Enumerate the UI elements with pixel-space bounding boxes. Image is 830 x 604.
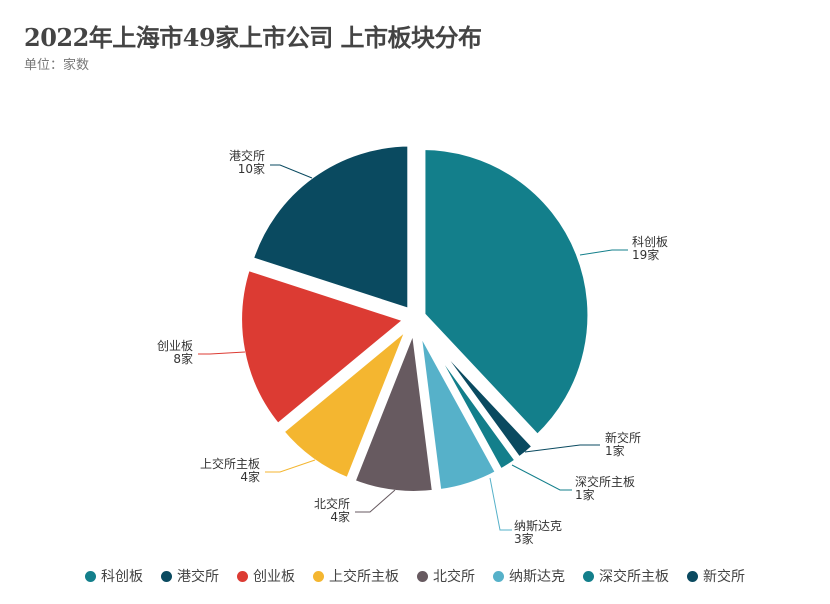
legend-item[interactable]: 创业板 (237, 566, 295, 586)
slice-label: 纳斯达克 (514, 519, 562, 533)
slice-value: 3家 (514, 531, 534, 546)
slice-value: 19家 (632, 247, 659, 262)
leader-line (355, 489, 396, 513)
legend-label: 新交所 (703, 569, 745, 585)
leader-line (198, 351, 246, 355)
slice-value: 4家 (240, 469, 260, 484)
slice-label: 新交所 (605, 430, 641, 445)
pie-slice-7[interactable] (246, 140, 414, 316)
legend-label: 纳斯达克 (509, 569, 565, 585)
legend-label: 港交所 (177, 569, 219, 585)
legend-dot-icon (583, 570, 594, 582)
slice-label: 北交所 (314, 496, 350, 511)
pie-slice-4[interactable] (348, 324, 439, 497)
slice-label: 港交所 (229, 148, 265, 163)
legend-item[interactable]: 新交所 (687, 566, 745, 586)
legend-dot-icon (687, 570, 698, 582)
leader-line (524, 444, 600, 453)
leader-line (511, 464, 572, 491)
legend-dot-icon (85, 570, 96, 582)
slice-value: 1家 (605, 443, 625, 458)
slice-value: 10家 (238, 161, 265, 176)
pie-slice-5[interactable] (276, 322, 414, 485)
leader-line (489, 477, 512, 531)
legend-label: 北交所 (433, 569, 475, 585)
pie-slice-3[interactable] (414, 324, 503, 496)
leader-line (579, 249, 628, 256)
legend-item[interactable]: 港交所 (161, 566, 219, 586)
legend-dot-icon (161, 570, 172, 582)
leader-line (270, 164, 313, 179)
chart-subtitle: 单位：家数 (24, 58, 90, 73)
legend-label: 深交所主板 (599, 569, 669, 585)
legend-dot-icon (237, 570, 248, 582)
slice-label: 深交所主板 (575, 474, 635, 489)
legend-item[interactable]: 纳斯达克 (493, 566, 565, 586)
slice-label: 科创板 (632, 235, 668, 249)
legend-dot-icon (417, 570, 428, 582)
slice-value: 1家 (575, 487, 595, 502)
slice-value: 8家 (173, 351, 193, 366)
legend-dot-icon (493, 570, 504, 582)
legend-item[interactable]: 科创板 (85, 566, 143, 586)
chart-legend: 科创板 港交所 创业板 上交所主板 北交所 纳斯达克 深交所主板 新交所 (0, 566, 830, 586)
slice-value: 4家 (330, 509, 350, 524)
chart-title: 2022年上海市49家上市公司 上市板块分布 (24, 23, 482, 52)
legend-item[interactable]: 北交所 (417, 566, 475, 586)
slice-label: 创业板 (157, 339, 193, 353)
legend-item[interactable]: 深交所主板 (583, 566, 669, 586)
legend-label: 上交所主板 (329, 569, 399, 585)
legend-dot-icon (313, 570, 324, 582)
legend-label: 创业板 (253, 569, 295, 585)
slice-label: 上交所主板 (200, 456, 260, 471)
legend-label: 科创板 (101, 569, 143, 585)
pie-slice-6[interactable] (236, 263, 414, 431)
pie-slice-0[interactable] (419, 144, 594, 442)
legend-item[interactable]: 上交所主板 (313, 566, 399, 586)
pie-chart: 科创板19家新交所1家深交所主板1家纳斯达克3家北交所4家上交所主板4家创业板8… (156, 140, 669, 546)
leader-line (265, 459, 316, 473)
